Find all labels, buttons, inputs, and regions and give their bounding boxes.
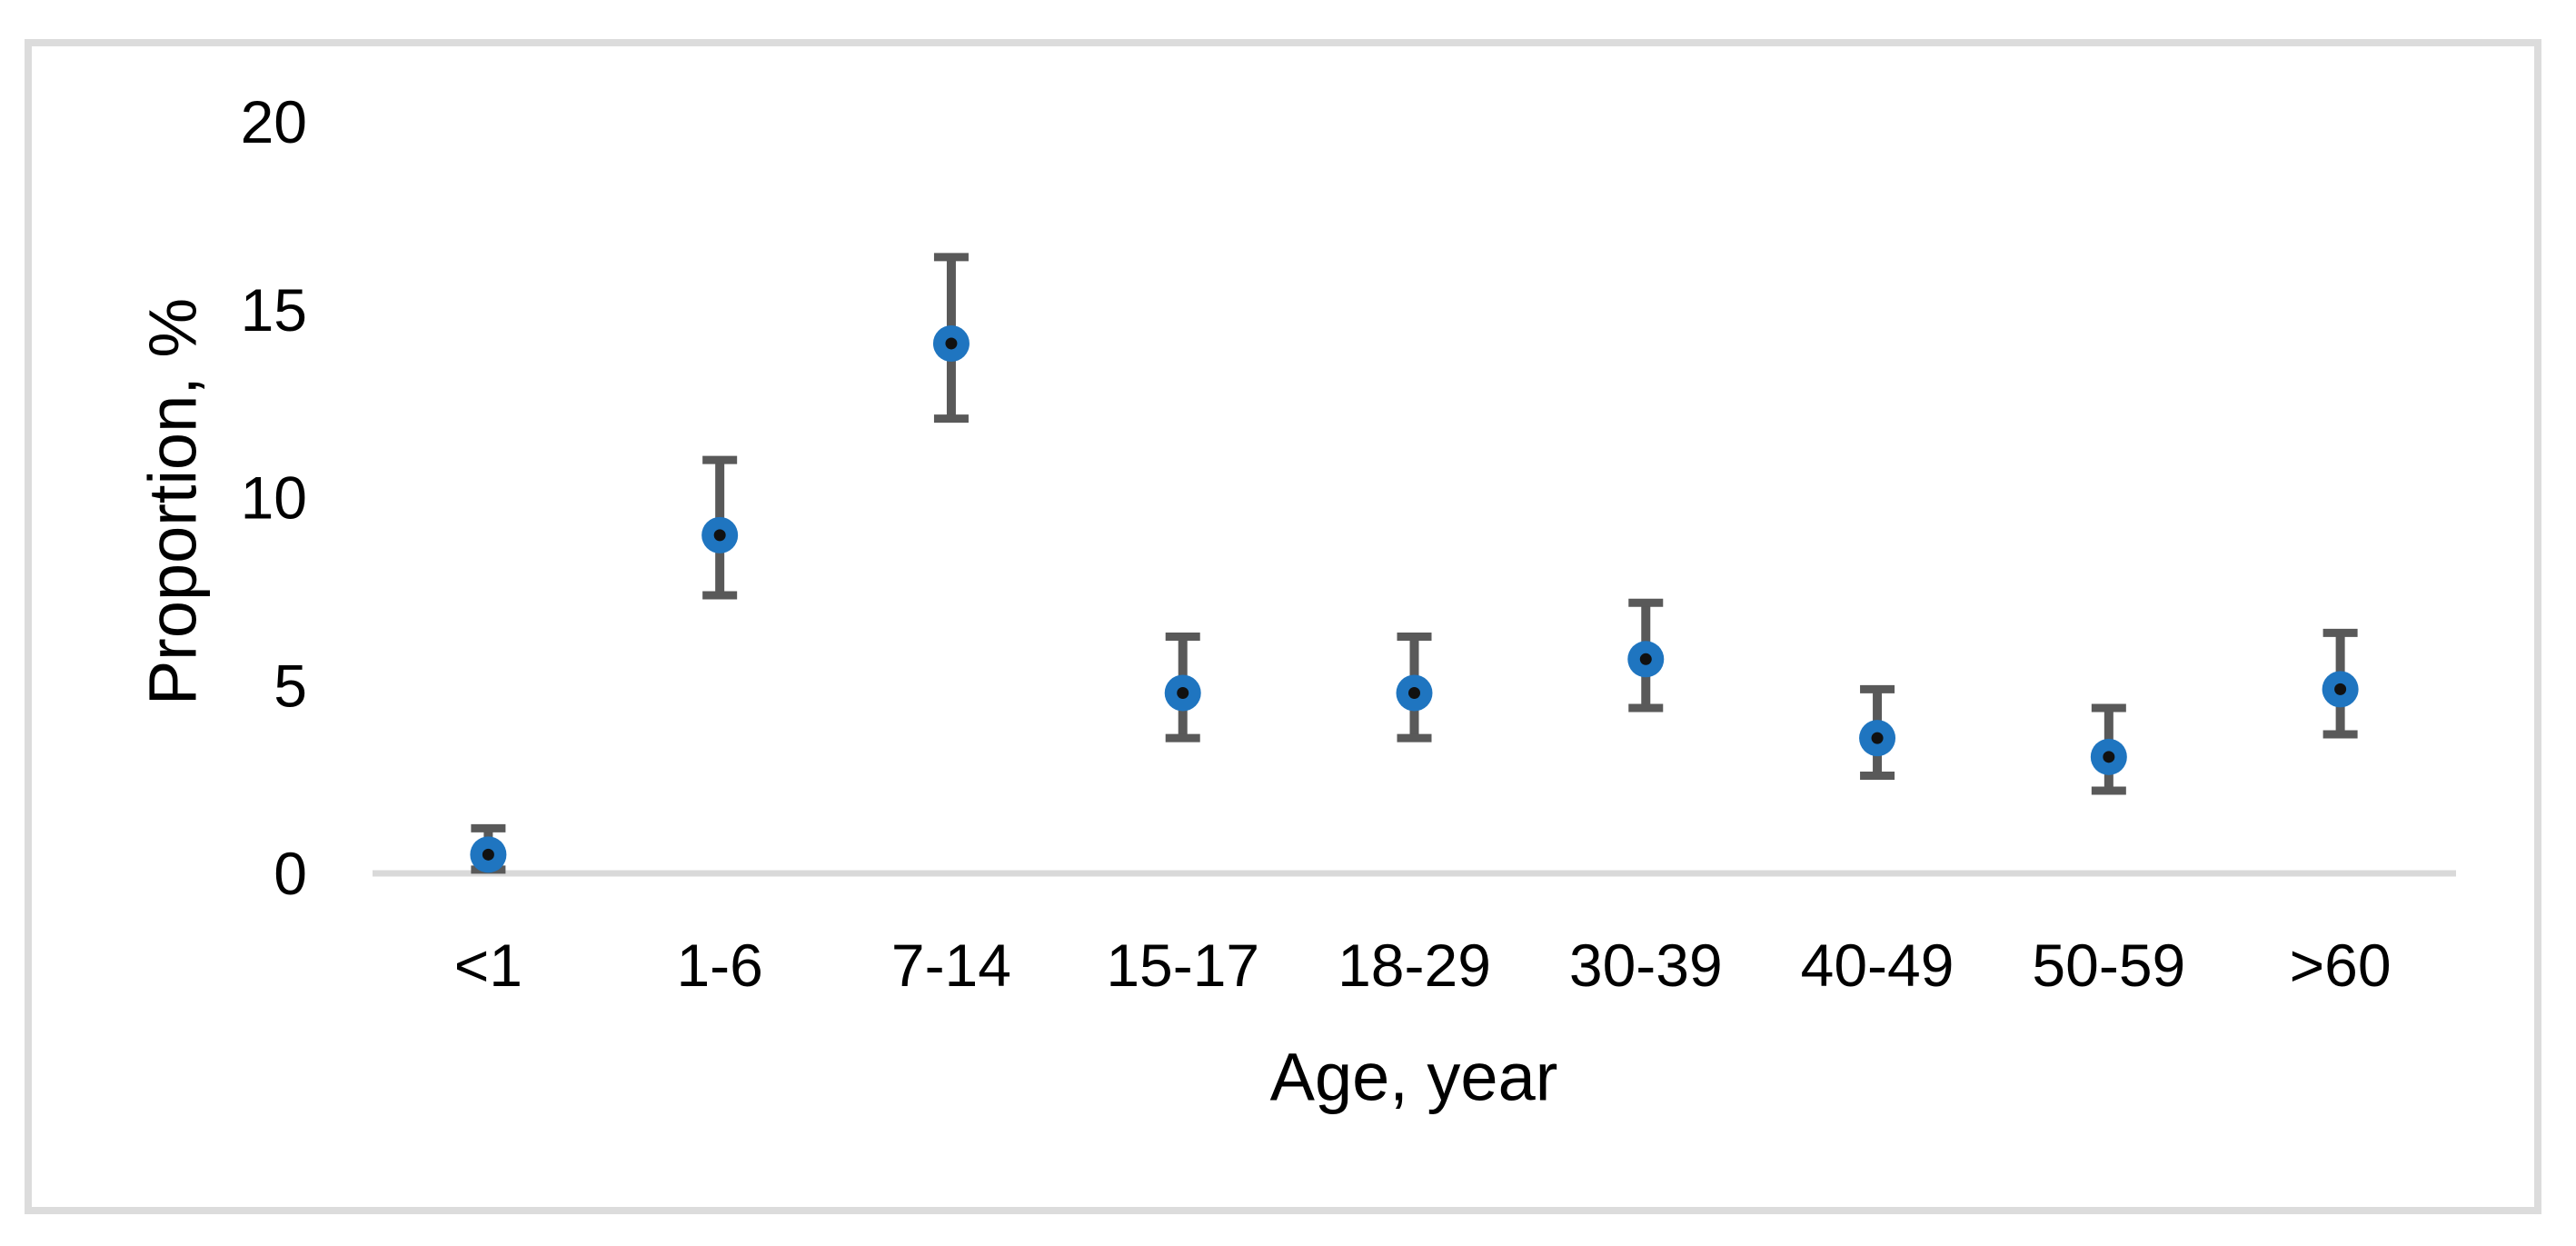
error-bars-layer bbox=[471, 253, 2358, 874]
x-category-label: >60 bbox=[2290, 932, 2392, 999]
x-category-labels-layer: <1 1-6 7-14 15-17 18-29 30-39 40-49 50-59 >60 bbox=[454, 932, 2392, 999]
data-point-core-dot bbox=[2334, 683, 2347, 695]
data-point-core-dot bbox=[2103, 751, 2115, 763]
x-axis-title: Age, year bbox=[1270, 1040, 1558, 1115]
data-point-core-dot bbox=[1408, 687, 1420, 700]
data-point-core-dot bbox=[945, 337, 958, 350]
y-tick-label: 5 bbox=[274, 652, 307, 719]
data-point-core-dot bbox=[713, 529, 726, 542]
data-point-core-dot bbox=[1177, 687, 1189, 700]
data-point-core-dot bbox=[1871, 732, 1884, 744]
y-tick-label: 15 bbox=[241, 276, 307, 344]
y-tick-label: 20 bbox=[241, 88, 307, 155]
data-markers-layer bbox=[470, 324, 2359, 873]
data-point-core-dot bbox=[482, 848, 494, 861]
x-category-label: 7-14 bbox=[891, 932, 1011, 999]
data-point-core-dot bbox=[1639, 653, 1652, 665]
x-category-label: 30-39 bbox=[1569, 932, 1723, 999]
x-category-label: 1-6 bbox=[676, 932, 762, 999]
y-tick-label: 10 bbox=[241, 464, 307, 532]
x-category-label: 18-29 bbox=[1338, 932, 1491, 999]
x-category-label: <1 bbox=[454, 932, 522, 999]
x-category-label: 40-49 bbox=[1801, 932, 1954, 999]
y-tick-label: 0 bbox=[274, 840, 307, 907]
x-category-label: 50-59 bbox=[2032, 932, 2185, 999]
y-axis-title: Proportion, % bbox=[135, 298, 211, 705]
x-category-label: 15-17 bbox=[1106, 932, 1259, 999]
y-tick-labels-layer: 0 5 10 15 20 bbox=[241, 88, 307, 907]
chart-frame bbox=[25, 39, 2541, 1214]
